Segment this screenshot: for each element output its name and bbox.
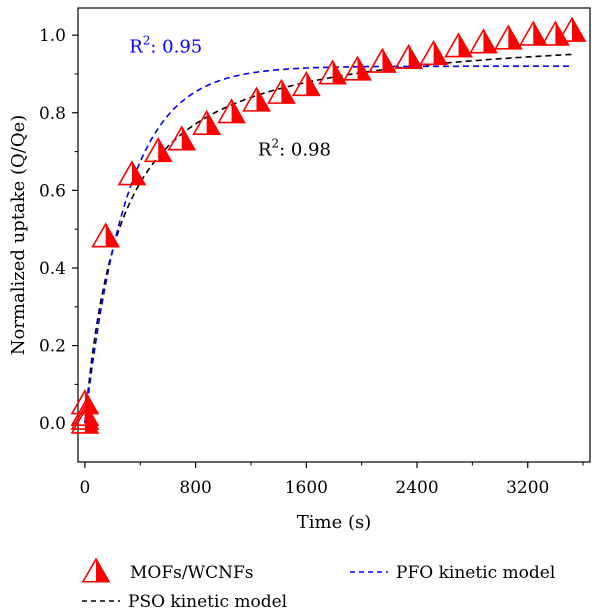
data-point xyxy=(318,59,347,85)
marker-outline xyxy=(267,78,296,104)
x-tick-label: 3200 xyxy=(506,478,549,498)
data-point xyxy=(91,222,121,248)
data-point xyxy=(192,109,222,135)
data-point xyxy=(394,43,424,69)
marker-outline xyxy=(167,125,197,151)
r-squared-pfo-sup: 2 xyxy=(143,34,151,48)
marker-outline xyxy=(117,160,147,186)
marker-outline xyxy=(343,55,372,81)
curve-pfo xyxy=(84,65,572,424)
marker-outline xyxy=(91,222,121,248)
annotations: R2: 0.95 R2: 0.98 xyxy=(129,34,331,161)
marker-outline xyxy=(81,557,111,583)
legend: MOFs/WCNFs PFO kinetic model PSO kinetic… xyxy=(81,557,555,611)
data-markers xyxy=(70,16,587,434)
data-point xyxy=(117,160,147,186)
y-tick-label: 0.2 xyxy=(39,337,66,357)
data-point xyxy=(242,86,271,112)
x-tick-label: 1600 xyxy=(285,478,328,498)
data-point xyxy=(493,24,523,50)
marker-outline xyxy=(192,109,222,135)
legend-label-pso: PSO kinetic model xyxy=(128,592,287,611)
marker-outline xyxy=(217,98,246,124)
tick-labels: 0 800 1600 2400 3200 0.0 0.2 0.4 0.6 0.8 1.0 xyxy=(39,26,549,498)
legend-marker-mofs-wcnfs xyxy=(81,557,111,583)
plot-frame xyxy=(77,7,591,463)
x-axis-label: Time (s) xyxy=(297,512,372,533)
r-squared-pfo-base: R xyxy=(129,37,143,58)
marker-outline xyxy=(557,16,587,42)
data-point xyxy=(343,55,372,81)
data-point xyxy=(267,78,296,104)
y-axis-label: Normalized uptake (Q/Qe) xyxy=(8,115,29,356)
marker-outline xyxy=(518,20,548,46)
data-point xyxy=(518,20,548,46)
r-squared-pfo: R2: 0.95 xyxy=(129,34,202,58)
r-squared-pso-base: R xyxy=(258,139,272,160)
x-tick-label: 800 xyxy=(179,478,211,498)
data-point xyxy=(419,39,449,66)
data-point xyxy=(368,47,397,73)
marker-outline xyxy=(394,43,424,69)
y-tick-label: 1.0 xyxy=(39,26,66,46)
data-point xyxy=(167,125,197,151)
data-point xyxy=(217,98,246,124)
x-tick-label: 2400 xyxy=(395,478,438,498)
marker-outline xyxy=(419,39,449,66)
legend-label-pfo: PFO kinetic model xyxy=(396,563,555,583)
data-point xyxy=(70,389,100,415)
data-point xyxy=(444,32,473,58)
legend-triangle xyxy=(81,557,111,583)
marker-outline xyxy=(291,70,321,97)
y-tick-label: 0.8 xyxy=(39,104,66,124)
axis-ticks xyxy=(72,34,584,468)
curve-pso xyxy=(84,53,573,424)
marker-outline xyxy=(493,24,523,50)
y-tick-label: 0.4 xyxy=(39,259,66,279)
r-squared-pso: R2: 0.98 xyxy=(258,136,331,160)
marker-outline xyxy=(318,59,347,85)
data-point xyxy=(469,28,498,54)
marker-outline xyxy=(469,28,498,54)
marker-outline xyxy=(368,47,397,73)
data-point xyxy=(541,20,570,46)
marker-outline xyxy=(70,389,100,415)
r-squared-pfo-value: : 0.95 xyxy=(150,37,202,58)
marker-outline xyxy=(541,20,570,46)
r-squared-pso-value: : 0.98 xyxy=(279,139,331,160)
marker-outline xyxy=(242,86,271,112)
legend-label-mofs-wcnfs: MOFs/WCNFs xyxy=(130,563,253,583)
y-tick-label: 0.0 xyxy=(39,414,66,434)
model-curves xyxy=(84,53,573,424)
r-squared-pso-sup: 2 xyxy=(271,136,279,150)
data-point xyxy=(291,70,321,97)
marker-outline xyxy=(143,136,173,163)
data-point xyxy=(143,136,173,163)
marker-outline xyxy=(444,32,473,58)
y-tick-label: 0.6 xyxy=(39,181,66,201)
x-tick-label: 0 xyxy=(80,478,91,498)
data-point xyxy=(557,16,587,42)
